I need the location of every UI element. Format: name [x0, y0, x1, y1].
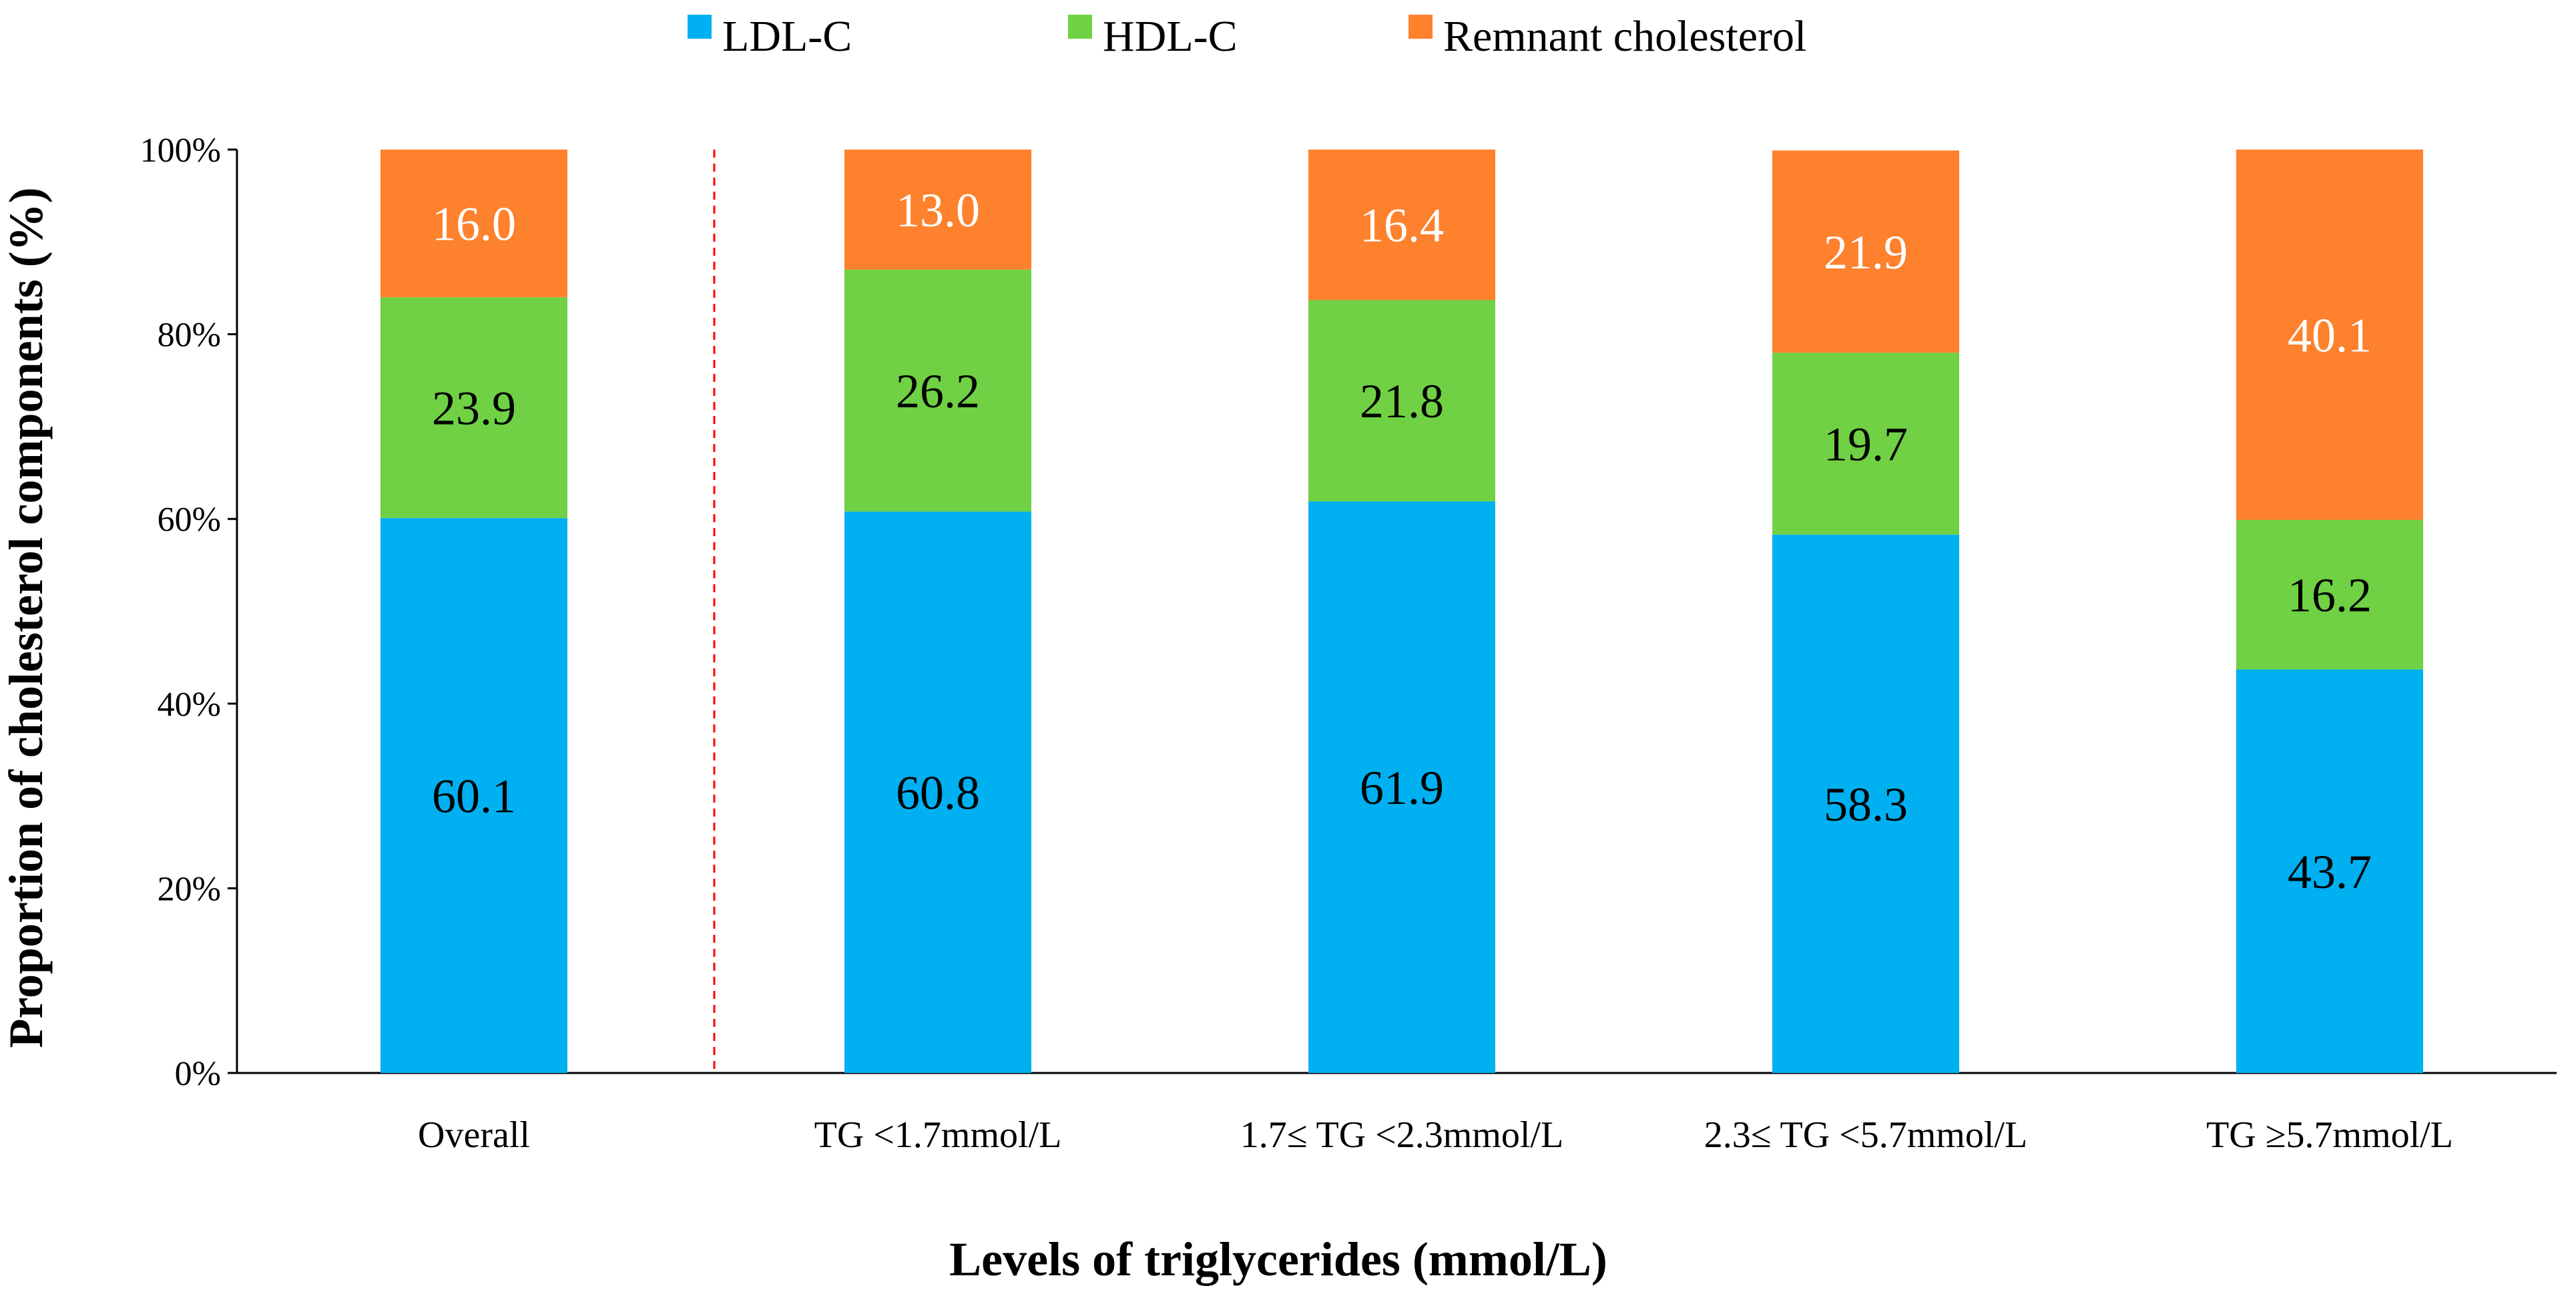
legend-swatch	[688, 15, 712, 39]
bar-segment-remnant-cholesterol	[1308, 150, 1495, 300]
x-tick-label: Overall	[418, 1114, 530, 1156]
y-tick-label: 40%	[158, 686, 221, 724]
data-label: 19.7	[1824, 417, 1908, 471]
legend-label: HDL-C	[1103, 12, 1238, 61]
legend-swatch	[1408, 15, 1433, 39]
bar-segment-ldl-c	[2236, 669, 2423, 1073]
data-label: 26.2	[896, 365, 980, 418]
axes: 0% 20% 40% 60% 80% 100% Overall TG <1.7mmol/L 1.…	[140, 132, 2557, 1156]
data-label: 58.3	[1824, 778, 1908, 831]
data-label: 16.2	[2288, 569, 2372, 622]
y-tick-label: 80%	[158, 316, 221, 355]
data-label: 23.9	[432, 382, 516, 435]
bar-segment-ldl-c	[844, 511, 1031, 1073]
bars	[380, 150, 2423, 1073]
data-label: 40.1	[2288, 308, 2372, 362]
bar-segment-remnant-cholesterol	[2236, 150, 2423, 520]
data-label: 43.7	[2288, 845, 2372, 899]
bar-segment-ldl-c	[1772, 534, 1959, 1073]
data-label: 61.9	[1360, 761, 1444, 815]
bar-segment-remnant-cholesterol	[844, 150, 1031, 270]
bar-segment-hdl-c	[844, 269, 1031, 512]
data-label: 13.0	[896, 184, 980, 237]
y-tick-label: 60%	[158, 501, 221, 539]
bar-segment-hdl-c	[380, 297, 567, 518]
data-label: 21.8	[1360, 375, 1444, 428]
data-label: 60.8	[896, 767, 980, 820]
x-tick-label: 2.3≤ TG <5.7mmol/L	[1704, 1114, 2027, 1156]
bar-segment-hdl-c	[1772, 353, 1959, 535]
legend: LDL-C HDL-C Remnant cholesterol	[688, 12, 1806, 61]
data-label: 16.0	[432, 198, 516, 251]
x-tick-label: TG ≥5.7mmol/L	[2206, 1114, 2453, 1156]
data-label: 16.4	[1360, 199, 1444, 252]
bar-segment-remnant-cholesterol	[380, 150, 567, 298]
bar-segment-hdl-c	[2236, 519, 2423, 670]
bar-segment-ldl-c	[1308, 501, 1495, 1073]
legend-swatch	[1068, 15, 1092, 39]
data-labels: 60.1 23.9 16.0 60.8 26.2 13.0 61.9 21.8 16.4 58.3…	[432, 184, 2372, 899]
y-tick-label: 20%	[158, 870, 221, 908]
x-axis-title: Levels of triglycerides (mmol/L)	[949, 1233, 1607, 1286]
data-label: 60.1	[432, 769, 516, 823]
legend-label: LDL-C	[722, 12, 852, 61]
bar-segment-ldl-c	[380, 517, 567, 1073]
x-tick-label: 1.7≤ TG <2.3mmol/L	[1240, 1114, 1563, 1156]
data-label: 21.9	[1824, 226, 1908, 279]
x-tick-label: TG <1.7mmol/L	[814, 1114, 1062, 1156]
y-axis-title: Proportion of cholesterol components (%)	[0, 187, 53, 1048]
bar-segment-hdl-c	[1308, 300, 1495, 501]
legend-label: Remnant cholesterol	[1443, 12, 1806, 61]
bar-segment-remnant-cholesterol	[1772, 150, 1959, 353]
y-tick-label: 100%	[140, 132, 221, 170]
y-tick-label: 0%	[175, 1055, 221, 1093]
